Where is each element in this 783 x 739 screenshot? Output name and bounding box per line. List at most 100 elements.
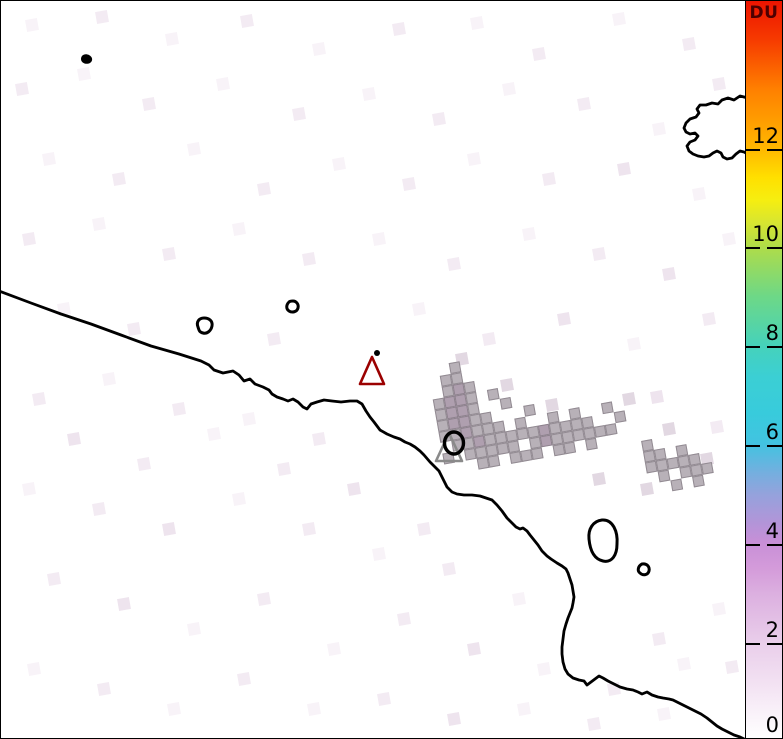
data-speckle: [725, 660, 739, 674]
map-panel: [1, 1, 745, 738]
data-speckle: [15, 82, 29, 96]
data-speckle: [232, 222, 246, 236]
colorbar-tick-line: [767, 643, 782, 645]
colorbar-tick-line: [746, 346, 760, 348]
data-speckle: [712, 602, 726, 616]
data-speckle: [500, 378, 514, 392]
data-speckle: [307, 702, 321, 716]
data-speckle: [25, 18, 39, 32]
plume-pixel: [670, 478, 684, 492]
colorbar-tick-label: 8: [765, 321, 779, 345]
data-speckle: [522, 227, 536, 241]
data-speckle: [302, 522, 316, 536]
plume-pixel: [585, 437, 598, 451]
plume-pixel: [523, 403, 536, 417]
colorbar: DU 12 10 8 6 4 2 0: [745, 1, 782, 738]
data-speckle: [42, 152, 56, 166]
plume-pixel: [700, 461, 714, 475]
small-island-ring-mid: [285, 299, 300, 314]
plume-pixel: [604, 423, 618, 436]
data-speckle: [640, 482, 654, 496]
plume-pixel: [692, 474, 705, 488]
colorbar-tick-line: [746, 643, 760, 645]
data-speckle: [240, 14, 254, 28]
data-speckle: [292, 107, 306, 121]
data-speckle: [95, 10, 109, 24]
colorbar-tick-line: [746, 445, 760, 447]
data-speckle: [577, 97, 591, 111]
data-speckle: [662, 422, 676, 436]
data-speckle: [112, 172, 126, 186]
plume-pixel: [600, 401, 614, 415]
northeast-peninsula-path: [682, 94, 745, 161]
colorbar-tick-line: [746, 544, 760, 546]
data-speckle: [92, 502, 106, 516]
data-speckle: [710, 420, 724, 434]
data-speckle: [517, 702, 531, 716]
data-speckle: [470, 16, 484, 30]
data-speckle: [682, 37, 696, 51]
colorbar-tick-line: [767, 544, 782, 546]
small-island-ring-southeast: [636, 562, 651, 577]
data-speckle: [652, 632, 666, 646]
data-speckle: [102, 372, 116, 386]
data-speckle: [592, 247, 606, 261]
data-speckle: [545, 398, 559, 412]
data-speckle: [587, 717, 601, 731]
volcano-triangle-icon: [358, 355, 386, 386]
colorbar-tick-label: 0: [765, 713, 779, 737]
data-speckle: [537, 662, 551, 676]
data-speckle: [512, 592, 526, 606]
data-speckle: [692, 187, 706, 201]
data-speckle: [312, 432, 326, 446]
data-speckle: [467, 152, 481, 166]
data-speckle: [47, 572, 61, 586]
data-speckle: [650, 390, 664, 404]
data-speckle: [347, 482, 361, 496]
data-speckle: [412, 302, 426, 316]
lake-outline-southeast: [587, 518, 619, 563]
map-overlay: [1, 54, 745, 738]
plume-pixel: [487, 454, 501, 468]
data-speckle: [57, 302, 71, 316]
colorbar-tick-line: [746, 247, 760, 249]
data-speckle: [257, 182, 271, 196]
data-speckle: [652, 122, 666, 136]
data-speckle: [77, 67, 91, 81]
plume-pixel: [657, 469, 671, 483]
plume-pixel: [530, 447, 544, 461]
data-speckle: [142, 97, 156, 111]
data-speckle: [312, 42, 326, 56]
data-speckle: [447, 712, 461, 726]
plume-pixel: [613, 410, 627, 424]
data-speckle: [592, 472, 606, 486]
data-speckle: [467, 642, 481, 656]
data-speckle: [377, 692, 391, 706]
data-speckle: [257, 592, 271, 606]
data-speckle: [662, 267, 676, 281]
data-speckle: [657, 707, 671, 721]
coastline-path: [1, 290, 745, 738]
data-speckle: [267, 332, 281, 346]
data-speckle: [677, 657, 691, 671]
data-speckle: [502, 82, 516, 96]
data-speckle: [187, 622, 201, 636]
data-speckle: [242, 412, 256, 426]
data-speckle: [232, 492, 246, 506]
data-speckle: [92, 217, 106, 231]
data-speckle: [432, 112, 446, 126]
colorbar-tick-line: [767, 247, 782, 249]
colorbar-tick-label: 12: [752, 124, 779, 148]
data-speckle: [162, 522, 176, 536]
plume-pixel: [442, 451, 456, 465]
small-island-ring-west: [195, 316, 214, 335]
tiny-island-northwest: [81, 54, 93, 64]
colorbar-tick-label: 6: [765, 420, 779, 444]
data-speckle: [216, 77, 230, 91]
colorbar-tick-label: 10: [752, 222, 779, 246]
data-speckle: [442, 562, 456, 576]
data-speckle: [27, 662, 41, 676]
summit-dot-icon: [374, 350, 380, 356]
colorbar-tick-line: [767, 149, 782, 151]
